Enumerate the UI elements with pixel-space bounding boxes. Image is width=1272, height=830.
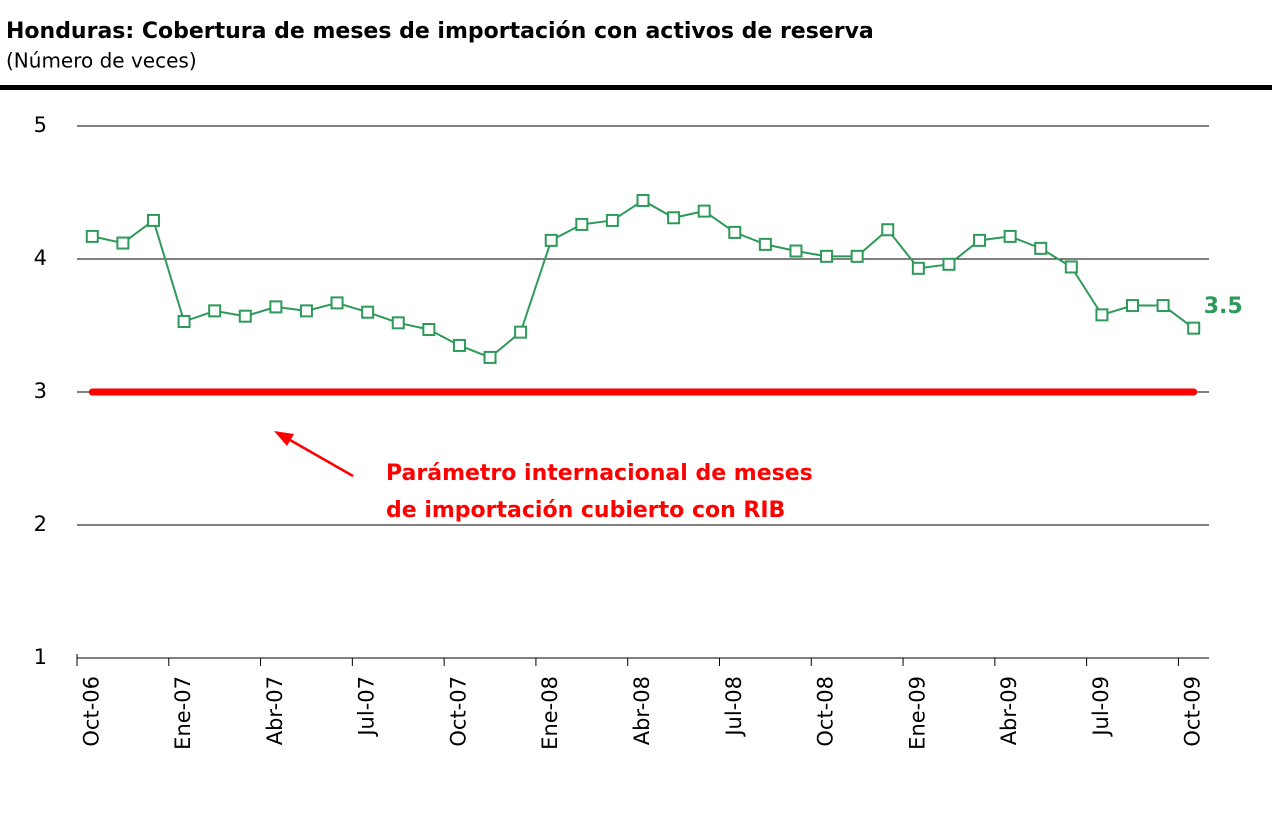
chart-subtitle: (Número de veces) (6, 49, 197, 73)
point-marker (452, 338, 466, 352)
point-marker (361, 305, 375, 319)
point-marker (667, 211, 681, 225)
point-marker (911, 261, 925, 275)
y-tick-label: 2 (34, 512, 47, 536)
point-marker (85, 229, 99, 243)
point-marker (1156, 299, 1170, 313)
point-marker (1187, 321, 1201, 335)
point-marker (1095, 308, 1109, 322)
point-marker (330, 296, 344, 310)
point-marker (605, 213, 619, 227)
x-tick-label: Oct-07 (446, 676, 470, 747)
point-marker (1034, 241, 1048, 255)
annotation: de importación cubierto con RIB (386, 498, 785, 523)
title-rule (0, 85, 1272, 90)
x-tick-label: Oct-08 (814, 676, 838, 747)
point-marker (942, 257, 956, 271)
point-marker (850, 249, 864, 263)
data-label: 3.5 (1204, 294, 1243, 319)
x-tick-label: Ene-07 (171, 676, 195, 750)
point-marker (238, 309, 252, 323)
x-tick-label: Abr-09 (997, 676, 1021, 745)
point-marker (208, 304, 222, 318)
x-tick-label: Ene-09 (905, 676, 929, 750)
point-marker (881, 223, 895, 237)
x-tick-label: Abr-07 (263, 676, 287, 745)
point-marker (1126, 299, 1140, 313)
point-marker (697, 204, 711, 218)
point-marker (636, 193, 650, 207)
point-marker (544, 233, 558, 247)
point-marker (820, 249, 834, 263)
point-marker (391, 316, 405, 330)
y-tick-label: 3 (34, 379, 47, 403)
x-tick-label: Jul-07 (355, 676, 379, 738)
x-tick-label: Jul-08 (722, 676, 746, 738)
series-line (92, 199, 1195, 359)
x-tick-label: Oct-09 (1181, 676, 1205, 747)
x-tick-label: Abr-08 (630, 676, 654, 745)
x-tick-label: Ene-08 (538, 676, 562, 750)
point-marker (575, 217, 589, 231)
point-marker (422, 322, 436, 336)
point-marker (728, 225, 742, 239)
point-marker (973, 233, 987, 247)
point-marker (789, 244, 803, 258)
y-tick-label: 4 (34, 246, 47, 270)
point-marker (269, 300, 283, 314)
x-tick-label: Jul-09 (1089, 676, 1113, 738)
point-marker (483, 350, 497, 364)
y-tick-label: 1 (34, 645, 47, 669)
arrow-head (274, 431, 294, 446)
point-marker (116, 236, 130, 250)
point-marker (1003, 229, 1017, 243)
point-marker (514, 325, 528, 339)
point-marker (299, 304, 313, 318)
point-marker (1064, 260, 1078, 274)
annotation: Parámetro internacional de meses (386, 461, 813, 486)
x-tick-label: Oct-06 (79, 676, 103, 747)
point-marker (758, 237, 772, 251)
point-marker (177, 315, 191, 329)
chart-title: Honduras: Cobertura de meses de importac… (6, 19, 874, 44)
annotation-arrow (282, 434, 354, 478)
y-tick-label: 5 (34, 113, 47, 137)
point-marker (146, 213, 160, 227)
